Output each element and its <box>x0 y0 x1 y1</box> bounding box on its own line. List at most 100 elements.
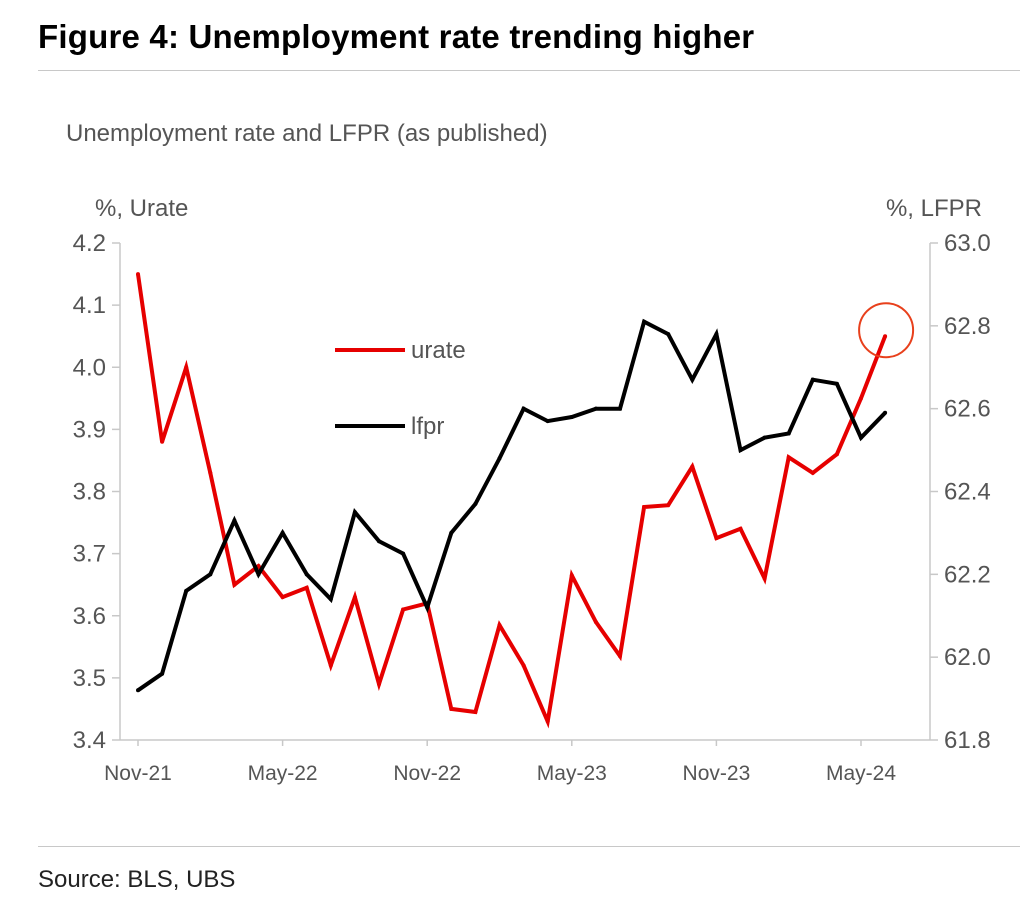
data-point-lfpr <box>521 406 526 411</box>
left-tick-label: 4.2 <box>73 230 106 257</box>
series-layer <box>136 272 888 729</box>
data-point-lfpr <box>738 448 743 453</box>
right-tick-label: 62.2 <box>944 561 991 588</box>
left-tick-label: 4.1 <box>73 292 106 319</box>
data-point-urate <box>136 272 140 277</box>
data-point-lfpr <box>401 551 406 556</box>
series-line-lfpr <box>136 318 887 692</box>
data-point-urate <box>834 452 839 457</box>
data-point-lfpr <box>834 381 839 386</box>
data-point-lfpr <box>352 510 357 515</box>
data-point-urate <box>256 564 261 569</box>
data-point-lfpr <box>304 572 309 577</box>
data-point-lfpr <box>666 332 671 337</box>
data-point-urate <box>473 710 478 715</box>
data-point-urate <box>642 505 647 510</box>
data-point-urate <box>160 439 165 444</box>
left-tick-label: 3.9 <box>73 416 106 443</box>
data-point-urate <box>304 585 309 590</box>
right-tick-label: 62.6 <box>944 396 991 423</box>
data-point-urate <box>666 503 671 508</box>
data-point-urate <box>618 654 622 659</box>
left-axis-unit: %, Urate <box>95 195 189 222</box>
data-point-urate <box>569 573 574 578</box>
right-tick-label: 62.0 <box>944 644 991 671</box>
data-point-urate <box>593 619 598 624</box>
source-note: Source: BLS, UBS <box>38 866 236 893</box>
data-point-lfpr <box>762 435 767 440</box>
data-point-lfpr <box>160 671 165 676</box>
data-point-lfpr <box>714 332 719 337</box>
data-point-lfpr <box>377 539 381 544</box>
x-tick-label: Nov-21 <box>104 762 172 785</box>
data-point-lfpr <box>883 410 888 415</box>
legend-label-urate: urate <box>411 337 466 364</box>
data-point-urate <box>328 663 333 668</box>
figure-title: Figure 4: Unemployment rate trending hig… <box>38 18 755 55</box>
data-point-urate <box>786 455 791 460</box>
data-point-lfpr <box>449 530 454 535</box>
data-point-urate <box>352 595 357 600</box>
data-point-urate <box>762 576 767 581</box>
data-point-urate <box>714 536 719 541</box>
left-tick-label: 3.8 <box>73 479 106 506</box>
data-point-lfpr <box>497 456 502 461</box>
data-point-lfpr <box>184 588 189 593</box>
x-tick-label: May-24 <box>826 762 896 785</box>
top-divider <box>38 70 1020 71</box>
right-tick-label: 62.8 <box>944 313 991 340</box>
data-point-urate <box>859 396 863 401</box>
data-point-urate <box>883 334 888 339</box>
data-point-lfpr <box>545 419 550 424</box>
data-point-lfpr <box>690 377 695 382</box>
left-y-axis: 3.4 3.5 3.6 3.7 3.8 3.9 4.0 4.1 4.2 <box>73 230 121 754</box>
legend: urate lfpr <box>335 337 466 440</box>
bottom-divider <box>38 846 1020 847</box>
data-point-urate <box>449 706 454 711</box>
annotation-layer <box>858 302 915 359</box>
data-point-urate <box>690 464 695 469</box>
right-tick-label: 62.4 <box>944 479 991 506</box>
data-point-urate <box>280 595 285 600</box>
right-axis-unit: %, LFPR <box>885 195 982 222</box>
legend-label-lfpr: lfpr <box>411 413 444 440</box>
left-tick-label: 3.5 <box>73 665 106 692</box>
x-tick-label: May-23 <box>537 762 607 785</box>
x-axis: Nov-21 May-22 Nov-22 May-23 Nov-23 May-24 <box>104 739 930 785</box>
data-point-lfpr <box>569 414 574 419</box>
data-point-lfpr <box>328 597 333 602</box>
data-point-urate <box>497 623 502 628</box>
data-point-lfpr <box>232 518 237 523</box>
x-tick-label: Nov-23 <box>683 762 751 785</box>
highlight-circle <box>858 302 915 359</box>
data-point-lfpr <box>593 406 598 411</box>
data-point-urate <box>521 663 526 668</box>
right-tick-label: 61.8 <box>944 727 991 754</box>
right-y-axis: 61.8 62.0 62.2 62.4 62.6 62.8 63.0 <box>929 230 991 754</box>
data-point-lfpr <box>256 572 261 577</box>
data-point-urate <box>377 682 381 687</box>
left-tick-label: 4.0 <box>73 354 106 381</box>
data-point-lfpr <box>280 530 285 535</box>
data-point-lfpr <box>642 319 647 324</box>
data-point-lfpr <box>208 572 213 577</box>
data-point-lfpr <box>859 435 863 440</box>
left-tick-label: 3.4 <box>73 727 106 754</box>
left-tick-label: 3.6 <box>73 603 106 630</box>
data-point-urate <box>208 470 213 475</box>
data-point-urate <box>184 365 189 370</box>
x-tick-label: Nov-22 <box>393 762 461 785</box>
data-point-lfpr <box>810 377 815 382</box>
data-point-lfpr <box>136 688 140 693</box>
data-point-urate <box>810 470 815 475</box>
data-point-lfpr <box>786 431 791 436</box>
right-tick-label: 63.0 <box>944 230 991 257</box>
left-tick-label: 3.7 <box>73 541 106 568</box>
series-line-urate <box>136 273 887 729</box>
x-tick-label: May-22 <box>248 762 318 785</box>
data-point-lfpr <box>618 406 622 411</box>
data-point-urate <box>738 526 743 531</box>
chart-subtitle: Unemployment rate and LFPR (as published… <box>66 120 548 147</box>
data-point-urate <box>232 582 237 587</box>
